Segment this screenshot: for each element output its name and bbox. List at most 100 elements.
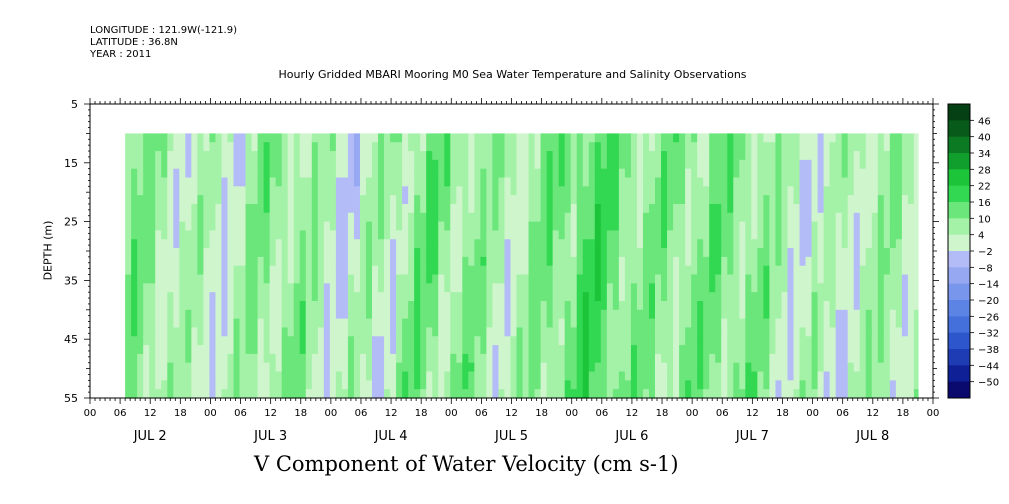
heatmap-cell [883, 159, 891, 170]
heatmap-cell [769, 283, 777, 293]
heatmap-cell [847, 248, 855, 258]
heatmap-cell [751, 142, 758, 152]
heatmap-cell [588, 389, 596, 399]
heatmap-cell [642, 239, 650, 249]
heatmap-cell [673, 265, 680, 276]
heatmap-cell [426, 309, 433, 320]
heatmap-cell [384, 159, 391, 170]
heatmap-cell [859, 186, 867, 196]
heatmap-cell [396, 151, 403, 161]
heatmap-cell [305, 151, 313, 161]
heatmap-cell [895, 274, 903, 284]
heatmap-cell [799, 177, 807, 187]
heatmap-cell [468, 274, 475, 284]
heatmap-cell [612, 159, 620, 170]
heatmap-cell [161, 353, 168, 364]
heatmap-cell [588, 133, 596, 143]
heatmap-cell [161, 318, 168, 329]
heatmap-cell [432, 327, 439, 337]
heatmap-cell [504, 327, 512, 337]
heatmap-cell [655, 336, 662, 346]
heatmap-cell [805, 159, 813, 170]
heatmap-cell [426, 318, 433, 329]
colorbar-swatch [948, 316, 970, 334]
heatmap-cell [317, 371, 325, 381]
heatmap-cell [564, 380, 572, 390]
heatmap-cell [636, 151, 644, 161]
heatmap-cell [522, 256, 530, 267]
heatmap-cell [191, 300, 198, 311]
heatmap-cell [763, 186, 771, 196]
heatmap-cell [648, 230, 656, 240]
heatmap-cell [185, 186, 192, 196]
heatmap-cell [227, 362, 235, 373]
heatmap-cell [155, 336, 162, 346]
heatmap-cell [359, 371, 367, 381]
heatmap-cell [402, 336, 409, 346]
heatmap-cell [618, 309, 626, 320]
heatmap-cell [173, 256, 180, 267]
heatmap-cell [600, 371, 608, 381]
heatmap-cell [131, 212, 138, 223]
heatmap-cell [161, 159, 168, 170]
heatmap-cell [859, 318, 867, 329]
heatmap-cell [269, 300, 277, 311]
heatmap-cell [811, 203, 819, 214]
latitude-label: LATITUDE : 36.8N [90, 37, 178, 48]
heatmap-cell [335, 380, 343, 390]
heatmap-cell [257, 300, 265, 311]
heatmap-cell [823, 151, 831, 161]
heatmap-cell [185, 195, 192, 205]
heatmap-cell [913, 274, 919, 284]
heatmap-cell [221, 336, 229, 346]
heatmap-cell [498, 336, 506, 346]
heatmap-cell [853, 327, 861, 337]
heatmap-cell [727, 345, 734, 355]
heatmap-cell [865, 195, 873, 205]
heatmap-cell [685, 371, 692, 381]
heatmap-cell [733, 318, 740, 329]
heatmap-cell [353, 371, 361, 381]
heatmap-cell [582, 186, 590, 196]
heatmap-cell [528, 177, 536, 187]
heatmap-cell [751, 151, 758, 161]
heatmap-cell [636, 177, 644, 187]
heatmap-cell [468, 292, 475, 302]
heatmap-cell [799, 345, 807, 355]
heatmap-cell [546, 265, 554, 276]
heatmap-cell [504, 380, 512, 390]
heatmap-cell [576, 248, 584, 258]
heatmap-cell [546, 248, 554, 258]
heatmap-cell [125, 371, 132, 381]
heatmap-cell [317, 168, 325, 179]
heatmap-cell [805, 327, 813, 337]
heatmap-cell [492, 265, 500, 276]
heatmap-cell [323, 248, 331, 258]
heatmap-cell [901, 203, 909, 214]
heatmap-cell [468, 186, 475, 196]
heatmap-cell [859, 353, 867, 364]
heatmap-cell [480, 389, 488, 399]
heatmap-cell [335, 239, 343, 249]
heatmap-cell [191, 274, 198, 284]
heatmap-cell [907, 168, 915, 179]
heatmap-cell [901, 168, 909, 179]
heatmap-cell [239, 292, 247, 302]
heatmap-cell [901, 309, 909, 320]
heatmap-cell [685, 353, 692, 364]
heatmap-cell [408, 362, 415, 373]
heatmap-cell [257, 274, 265, 284]
heatmap-cell [504, 256, 512, 267]
heatmap-cell [323, 345, 331, 355]
heatmap-cell [624, 256, 632, 267]
heatmap-cell [546, 186, 554, 196]
heatmap-cell [432, 300, 439, 311]
heatmap-cell [522, 336, 530, 346]
heatmap-cell [408, 274, 415, 284]
heatmap-cell [251, 371, 259, 381]
heatmap-cell [359, 230, 367, 240]
heatmap-cell [402, 133, 409, 143]
heatmap-cell [847, 300, 855, 311]
heatmap-cell [703, 318, 710, 329]
heatmap-cell [390, 274, 397, 284]
